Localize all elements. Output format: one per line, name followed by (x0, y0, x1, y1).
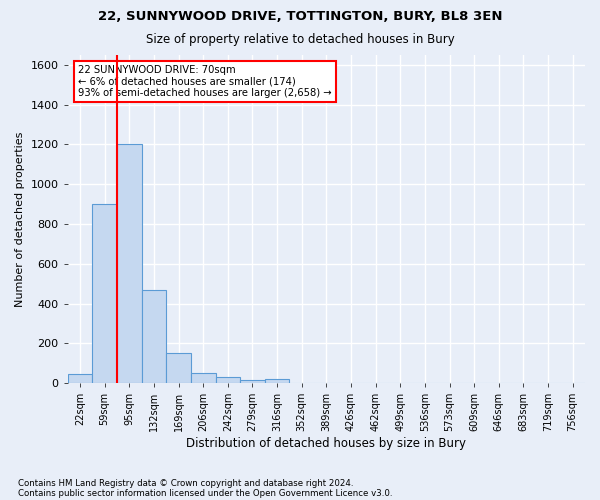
Text: Contains HM Land Registry data © Crown copyright and database right 2024.: Contains HM Land Registry data © Crown c… (18, 478, 353, 488)
Text: Size of property relative to detached houses in Bury: Size of property relative to detached ho… (146, 32, 454, 46)
Y-axis label: Number of detached properties: Number of detached properties (15, 132, 25, 306)
Bar (240, 380, 265, 383)
Bar (265, 379, 289, 383)
X-axis label: Distribution of detached houses by size in Bury: Distribution of detached houses by size … (187, 437, 466, 450)
Bar (166, 353, 191, 383)
Text: Contains public sector information licensed under the Open Government Licence v3: Contains public sector information licen… (18, 488, 392, 498)
Bar (215, 377, 240, 383)
Bar (117, 144, 142, 383)
Bar (68, 374, 92, 383)
Text: 22 SUNNYWOOD DRIVE: 70sqm
← 6% of detached houses are smaller (174)
93% of semi-: 22 SUNNYWOOD DRIVE: 70sqm ← 6% of detach… (78, 65, 332, 98)
Bar (142, 290, 166, 383)
Bar (191, 373, 215, 383)
Text: 22, SUNNYWOOD DRIVE, TOTTINGTON, BURY, BL8 3EN: 22, SUNNYWOOD DRIVE, TOTTINGTON, BURY, B… (98, 10, 502, 23)
Bar (92, 204, 117, 383)
